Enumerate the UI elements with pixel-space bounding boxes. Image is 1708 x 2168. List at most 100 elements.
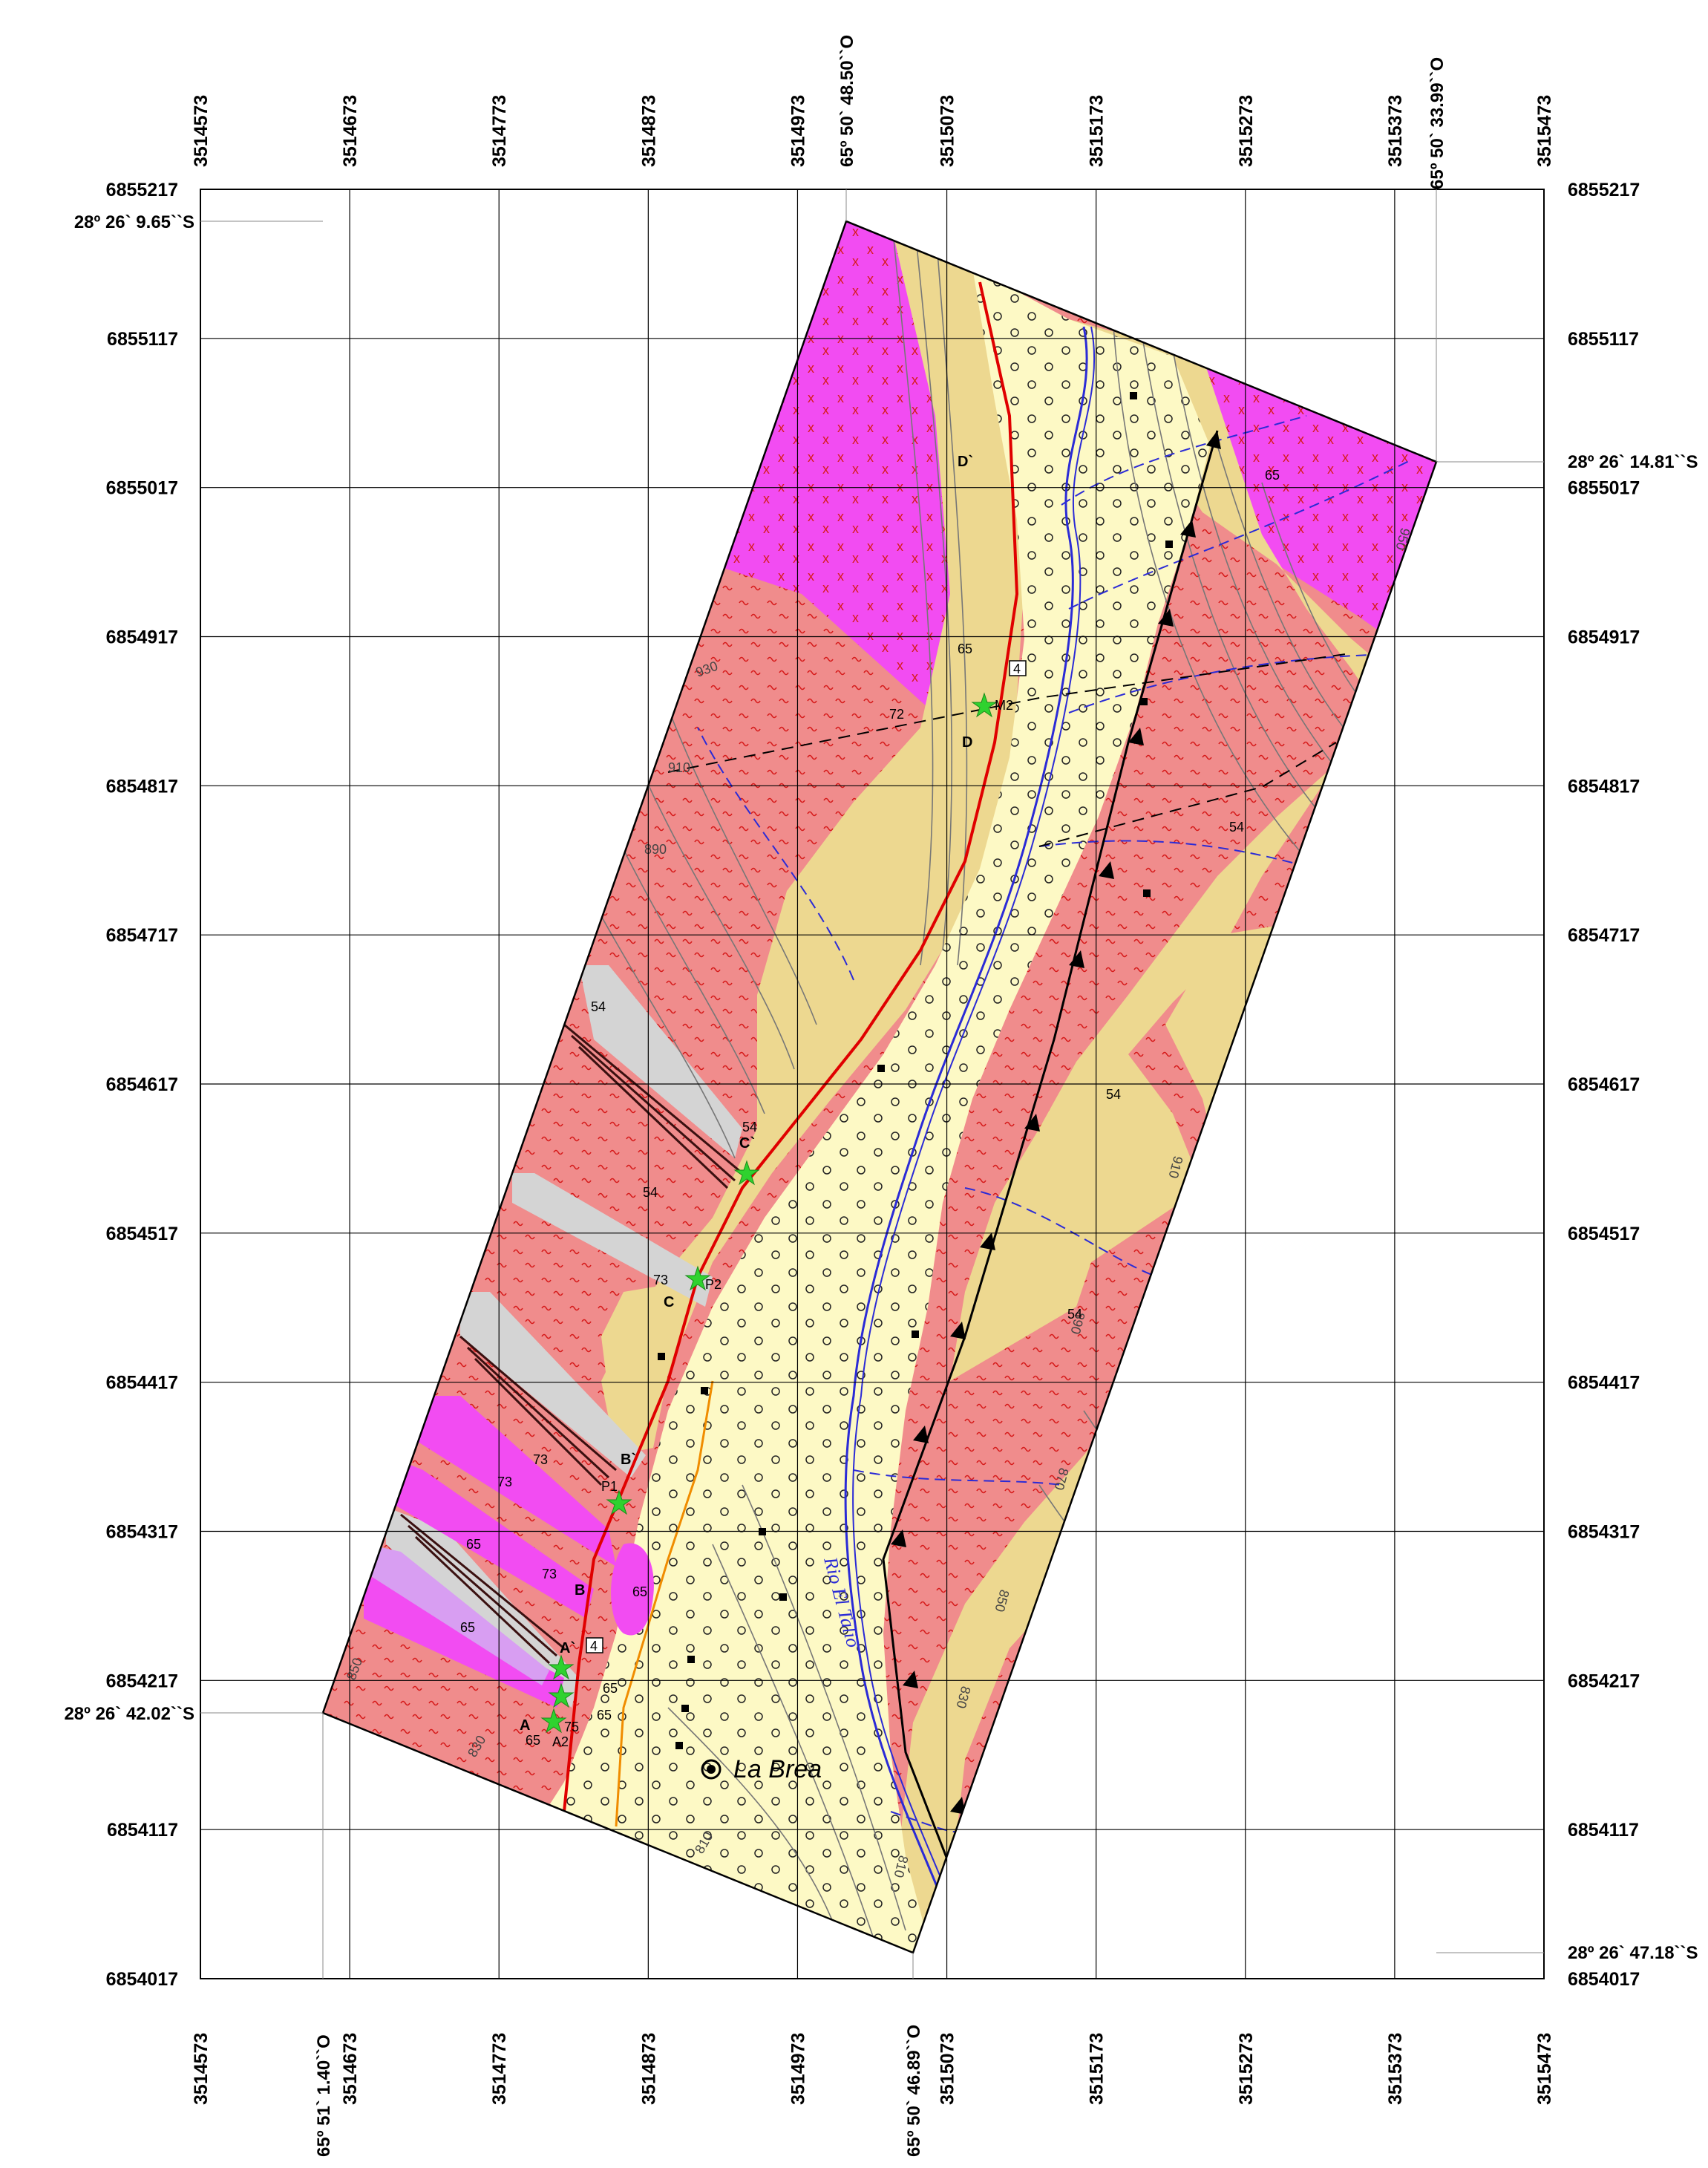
- dip-value: 65: [460, 1620, 475, 1635]
- left-northing-label: 6854217: [106, 1671, 178, 1691]
- right-northing-label: 6854917: [1568, 627, 1640, 648]
- dip-value: 73: [497, 1475, 512, 1489]
- bottom-easting-label: 3515273: [1236, 2033, 1257, 2105]
- unit-tan-east: [898, 319, 1436, 1953]
- unit-magenta-band-1: [416, 1396, 616, 1567]
- frame-labels: 3514573 3514673 3514773 3514873 3514973 35150…: [106, 95, 1640, 2105]
- left-northing-label: 6854617: [106, 1074, 178, 1095]
- unit-cream-pattern: [445, 267, 1210, 1953]
- dip-value: 65: [632, 1584, 647, 1599]
- svg-text:4: 4: [1013, 662, 1021, 676]
- bottom-easting-label: 3515173: [1087, 2033, 1107, 2105]
- contour-label: 890: [644, 842, 667, 857]
- right-northing-label: 6854117: [1568, 1820, 1639, 1841]
- left-northing-label: 6855217: [106, 180, 178, 200]
- top-easting-label: 3514973: [788, 95, 808, 167]
- bottom-dms-label: 65º 51` 1.40``O: [314, 2034, 334, 2157]
- sample-label-a2: A2: [552, 1734, 569, 1749]
- left-northing-label: 6854917: [106, 627, 178, 648]
- left-northing-label: 6854017: [106, 1969, 178, 1990]
- right-northing-label: 6854217: [1568, 1671, 1640, 1691]
- unit-magenta-band-2: [386, 1455, 594, 1619]
- left-northing-label: 6855017: [106, 478, 178, 499]
- unit-magenta-pod: [611, 1543, 654, 1636]
- dip-value: 73: [542, 1567, 557, 1581]
- left-dms-label: 28º 26` 9.65``S: [74, 212, 194, 232]
- section-label-c-prime: C`: [739, 1135, 755, 1152]
- section-label-b: B: [575, 1582, 585, 1599]
- unit-gray-band-3: [460, 1292, 646, 1478]
- bottom-dms-label: 65º 50` 46.89``O: [904, 2025, 924, 2157]
- geologic-map: La Brea Rio El Talio D` D C` C B` B A` A…: [321, 220, 1438, 1954]
- bottom-easting-label: 3514773: [489, 2033, 510, 2105]
- left-northing-label: 6854317: [106, 1522, 178, 1543]
- route-marker-1: 4: [1009, 660, 1027, 676]
- right-dms-label: 28º 26` 47.18``S: [1568, 1943, 1698, 1963]
- section-label-c: C: [664, 1294, 674, 1310]
- dip-value: 54: [1106, 1087, 1121, 1102]
- top-easting-label: 3515373: [1385, 95, 1406, 167]
- top-easting-label: 3515273: [1236, 95, 1257, 167]
- right-northing-label: 6855017: [1568, 478, 1640, 499]
- sample-stars: [540, 692, 998, 1734]
- dms-labels: 65º 50` 48.50``O 65º 50` 33.99``O 65º 51` …: [64, 35, 1698, 2157]
- left-northing-label: 6854117: [107, 1820, 178, 1841]
- dip-value: 54: [643, 1185, 658, 1200]
- grid-lines: [200, 189, 1544, 1979]
- right-northing-label: 6854817: [1568, 776, 1640, 797]
- section-label-a: A: [520, 1717, 530, 1734]
- dip-value: 72: [889, 707, 904, 722]
- unit-lavender-band: [367, 1544, 549, 1685]
- dip-value: 65: [958, 641, 972, 656]
- sample-label-m2: M2: [995, 698, 1013, 713]
- right-northing-label: 6854017: [1568, 1969, 1640, 1990]
- dip-value: 54: [742, 1120, 757, 1134]
- top-dms-label: 65º 50` 33.99``O: [1427, 57, 1447, 189]
- right-northing-label: 6854317: [1568, 1522, 1640, 1543]
- sample-label-p2: P2: [705, 1277, 722, 1292]
- bottom-easting-label: 3514673: [340, 2033, 361, 2105]
- dip-value: 73: [653, 1273, 668, 1287]
- route-marker-2: 4: [586, 1637, 603, 1653]
- bottom-easting-label: 3514573: [191, 2033, 212, 2105]
- right-northing-label: 6854717: [1568, 925, 1640, 946]
- unit-gray-band-2: [512, 1173, 713, 1307]
- dip-value: 65: [1265, 468, 1280, 483]
- top-easting-label: 3514873: [638, 95, 659, 167]
- bottom-easting-label: 3514873: [638, 2033, 659, 2105]
- track: [615, 1380, 714, 1827]
- right-northing-label: 6855217: [1568, 180, 1640, 200]
- unit-tan-pocket: [601, 1284, 683, 1455]
- la-brea-marker: [701, 1759, 722, 1780]
- top-easting-label: 3514773: [489, 95, 510, 167]
- top-dms-label: 65º 50` 48.50``O: [837, 35, 857, 167]
- contour-label: 910: [668, 760, 690, 775]
- left-northing-label: 6855117: [107, 329, 178, 350]
- left-northing-label: 6854717: [106, 925, 178, 946]
- svg-text:4: 4: [590, 1639, 598, 1653]
- bottom-easting-label: 3515373: [1385, 2033, 1406, 2105]
- place-name: La Brea: [733, 1755, 822, 1783]
- dip-value: 54: [1067, 1307, 1082, 1322]
- dip-value: 65: [526, 1733, 540, 1748]
- bottom-easting-label: 3515073: [938, 2033, 958, 2105]
- right-northing-label: 6855117: [1568, 329, 1639, 350]
- section-label-b-prime: B`: [621, 1452, 636, 1468]
- section-label-a-prime: A`: [560, 1640, 575, 1656]
- bottom-easting-label: 3514973: [788, 2033, 808, 2105]
- left-northing-label: 6854517: [106, 1224, 178, 1244]
- top-easting-label: 3515073: [938, 95, 958, 167]
- bottom-easting-label: 3515473: [1534, 2033, 1555, 2105]
- river-rio-el-talio: [844, 326, 1096, 1901]
- right-dms-label: 28º 26` 14.81``S: [1568, 452, 1698, 472]
- right-northing-label: 6854417: [1568, 1373, 1640, 1394]
- sample-label-p1: P1: [601, 1479, 618, 1494]
- unit-magenta-band-3: [364, 1574, 564, 1708]
- top-easting-label: 3514673: [340, 95, 361, 167]
- dip-measurements: 65 65 72 54 54 54 54 54 54 73 73 73 73 6…: [460, 468, 1280, 1748]
- left-northing-label: 6854417: [106, 1373, 178, 1394]
- section-label-d-prime: D`: [958, 454, 973, 470]
- section-label-d: D: [962, 734, 972, 751]
- dip-value: 54: [1229, 820, 1244, 835]
- top-easting-label: 3515173: [1087, 95, 1107, 167]
